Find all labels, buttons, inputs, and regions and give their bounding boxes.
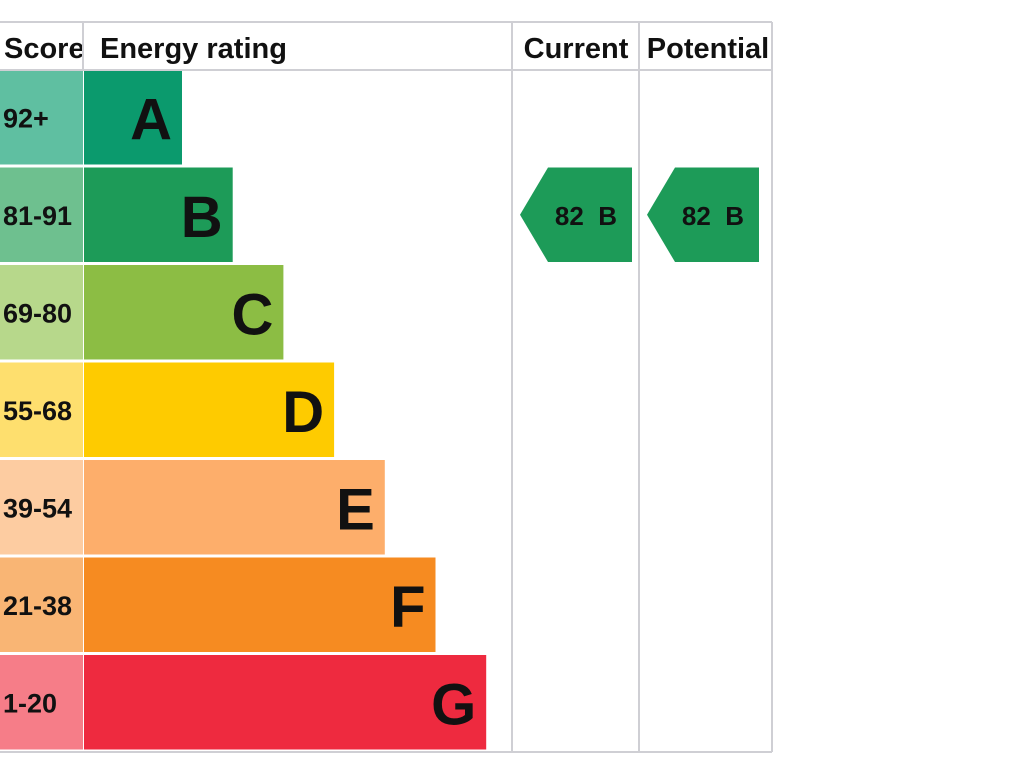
score-cell-b — [0, 167, 83, 262]
band-bar-d — [84, 362, 335, 457]
band-letter-c: C — [232, 282, 274, 347]
score-label-d: 55-68 — [3, 396, 72, 426]
band-bar-g — [84, 655, 487, 750]
score-label-a: 92+ — [3, 103, 49, 133]
score-cell-g — [0, 655, 83, 750]
score-label-b: 81-91 — [3, 201, 72, 231]
score-label-c: 69-80 — [3, 298, 72, 328]
header-potential: Potential — [647, 33, 769, 65]
band-letter-f: F — [390, 575, 425, 640]
band-letter-g: G — [431, 672, 476, 737]
potential-rating-arrow: 82 B — [647, 167, 759, 262]
score-cell-d — [0, 362, 83, 457]
score-cell-a — [0, 70, 83, 165]
band-bar-a — [84, 70, 182, 165]
band-letter-b: B — [181, 185, 223, 250]
header-energy-rating: Energy rating — [100, 33, 287, 65]
band-letter-e: E — [336, 477, 375, 542]
current-rating-label: 82 B — [555, 201, 617, 231]
header-score: Score — [4, 33, 85, 65]
current-rating-arrow: 82 B — [520, 167, 632, 262]
score-label-f: 21-38 — [3, 591, 72, 621]
grid-lines — [0, 21, 773, 753]
band-bar-c — [84, 265, 284, 360]
potential-rating-label: 82 B — [682, 201, 744, 231]
potential-arrow-shape — [647, 167, 759, 262]
score-cell-e — [0, 460, 83, 555]
current-arrow-shape — [520, 167, 632, 262]
score-label-g: 1-20 — [3, 688, 57, 718]
band-bar-b — [84, 167, 233, 262]
band-bar-e — [84, 460, 385, 555]
bands-layer: 92+ A 81-91 B 69-80 C 55-68 D 39-54 E 21-38 F 1-20 G — [0, 70, 487, 750]
band-bar-f — [84, 557, 436, 652]
score-label-e: 39-54 — [3, 493, 72, 523]
score-cell-f — [0, 557, 83, 652]
header-current: Current — [524, 33, 629, 65]
band-letter-d: D — [282, 380, 324, 445]
band-letter-a: A — [130, 87, 172, 152]
score-cell-c — [0, 265, 83, 360]
